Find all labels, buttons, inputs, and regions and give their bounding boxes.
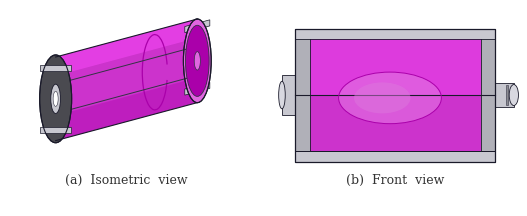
Ellipse shape [279,81,285,109]
Ellipse shape [354,83,411,113]
Ellipse shape [509,84,519,106]
Polygon shape [41,65,71,71]
Bar [295,29,495,39]
Bar [295,29,495,162]
Ellipse shape [51,84,61,113]
Bar [295,39,310,151]
Ellipse shape [186,25,209,96]
Polygon shape [41,127,71,133]
Polygon shape [185,82,210,95]
Polygon shape [56,19,197,141]
Polygon shape [185,20,210,33]
Bar [295,39,495,151]
Bar [505,85,508,105]
Bar [481,39,495,151]
Bar [295,151,495,162]
Polygon shape [56,78,197,141]
Ellipse shape [183,19,211,103]
Text: (a)  Isometric  view: (a) Isometric view [65,174,188,187]
Bar [295,39,495,95]
Polygon shape [56,19,197,76]
Text: (b)  Front  view: (b) Front view [346,174,444,187]
Ellipse shape [40,55,72,143]
Polygon shape [56,46,197,113]
Ellipse shape [194,52,200,70]
Ellipse shape [53,91,58,106]
Bar [282,75,295,115]
Ellipse shape [339,72,442,124]
Bar [495,83,514,107]
